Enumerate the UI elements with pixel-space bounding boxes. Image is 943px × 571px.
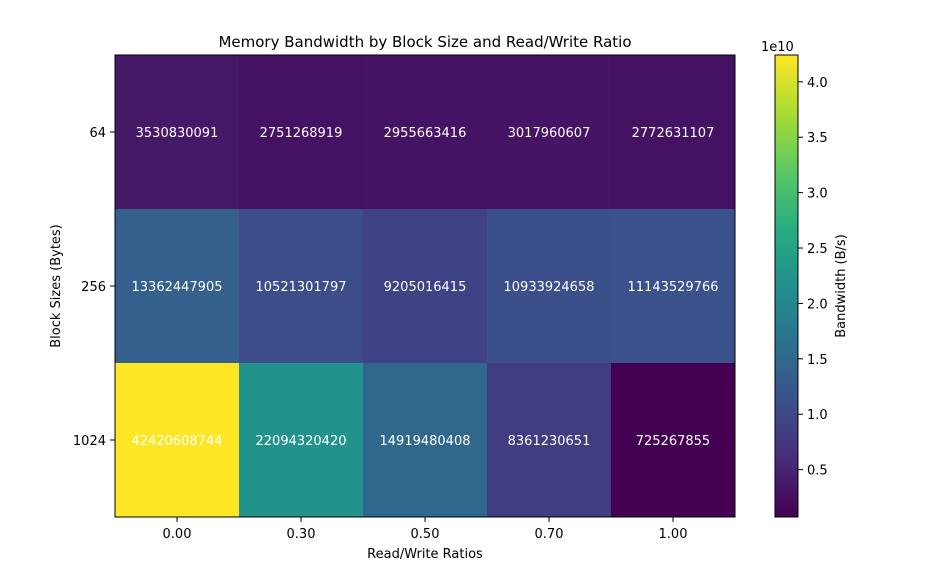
y-axis-label: Block Sizes (Bytes) (49, 224, 64, 348)
cell-value-label: 725267855 (636, 434, 710, 449)
x-tick-label: 0.50 (411, 527, 440, 542)
heatmap-cell (487, 209, 612, 364)
y-tick-label: 64 (89, 126, 106, 141)
heatmap-cell (363, 55, 488, 210)
colorbar-ticks: 0.5 1.0 1.5 2.0 2.5 3.0 3.5 4.0 (798, 76, 828, 479)
heatmap-cell (115, 363, 240, 518)
colorbar-tick-label: 2.0 (807, 297, 828, 312)
y-axis-ticks: 64 256 1024 (73, 126, 115, 449)
heatmap-cell (487, 363, 612, 518)
y-tick-label: 256 (81, 280, 106, 295)
colorbar-tick-label: 2.5 (807, 242, 828, 257)
cell-value-label: 9205016415 (384, 280, 467, 295)
heatmap-cell (611, 209, 736, 364)
cell-value-label: 3017960607 (508, 126, 591, 141)
colorbar-tick-label: 0.5 (807, 464, 828, 479)
colorbar-tick-label: 1.0 (807, 408, 828, 423)
x-axis-ticks: 0.00 0.30 0.50 0.70 1.00 (163, 517, 688, 542)
colorbar (774, 54, 799, 518)
heatmap-cell (115, 55, 240, 210)
cell-value-label: 13362447905 (132, 280, 223, 295)
cell-value-label: 2955663416 (384, 126, 467, 141)
cell-value-label: 14919480408 (380, 434, 471, 449)
colorbar-tick-label: 1.5 (807, 353, 828, 368)
heatmap-cell (363, 363, 488, 518)
cell-value-label: 2751268919 (260, 126, 343, 141)
colorbar-exponent-label: 1e10 (761, 40, 794, 55)
heatmap-cell (115, 209, 240, 364)
colorbar-tick-label: 3.0 (807, 187, 828, 202)
y-tick-label: 1024 (73, 434, 106, 449)
cell-value-label: 3530830091 (136, 126, 219, 141)
cell-value-label: 11143529766 (628, 280, 719, 295)
colorbar-tick-label: 3.5 (807, 131, 828, 146)
cell-value-label: 10521301797 (256, 280, 347, 295)
x-axis-label: Read/Write Ratios (367, 547, 483, 562)
colorbar-label: Bandwidth (B/s) (834, 234, 849, 338)
cell-value-label: 8361230651 (508, 434, 591, 449)
heatmap-cell (239, 55, 364, 210)
cell-value-label: 2772631107 (632, 126, 715, 141)
x-tick-label: 0.30 (287, 527, 316, 542)
heatmap-cell (611, 363, 736, 518)
cell-value-label: 42420608744 (132, 434, 223, 449)
chart-title: Memory Bandwidth by Block Size and Read/… (218, 33, 631, 51)
x-tick-label: 0.70 (535, 527, 564, 542)
heatmap-cells: 3530830091 2751268919 2955663416 3017960607… (115, 55, 736, 518)
heatmap-cell (363, 209, 488, 364)
heatmap-cell (239, 363, 364, 518)
cell-value-label: 10933924658 (504, 280, 595, 295)
x-tick-label: 1.00 (659, 527, 688, 542)
cell-value-label: 22094320420 (256, 434, 347, 449)
heatmap-cell (611, 55, 736, 210)
heatmap-cell (239, 209, 364, 364)
x-tick-label: 0.00 (163, 527, 192, 542)
colorbar-tick-label: 4.0 (807, 76, 828, 91)
heatmap-cell (487, 55, 612, 210)
